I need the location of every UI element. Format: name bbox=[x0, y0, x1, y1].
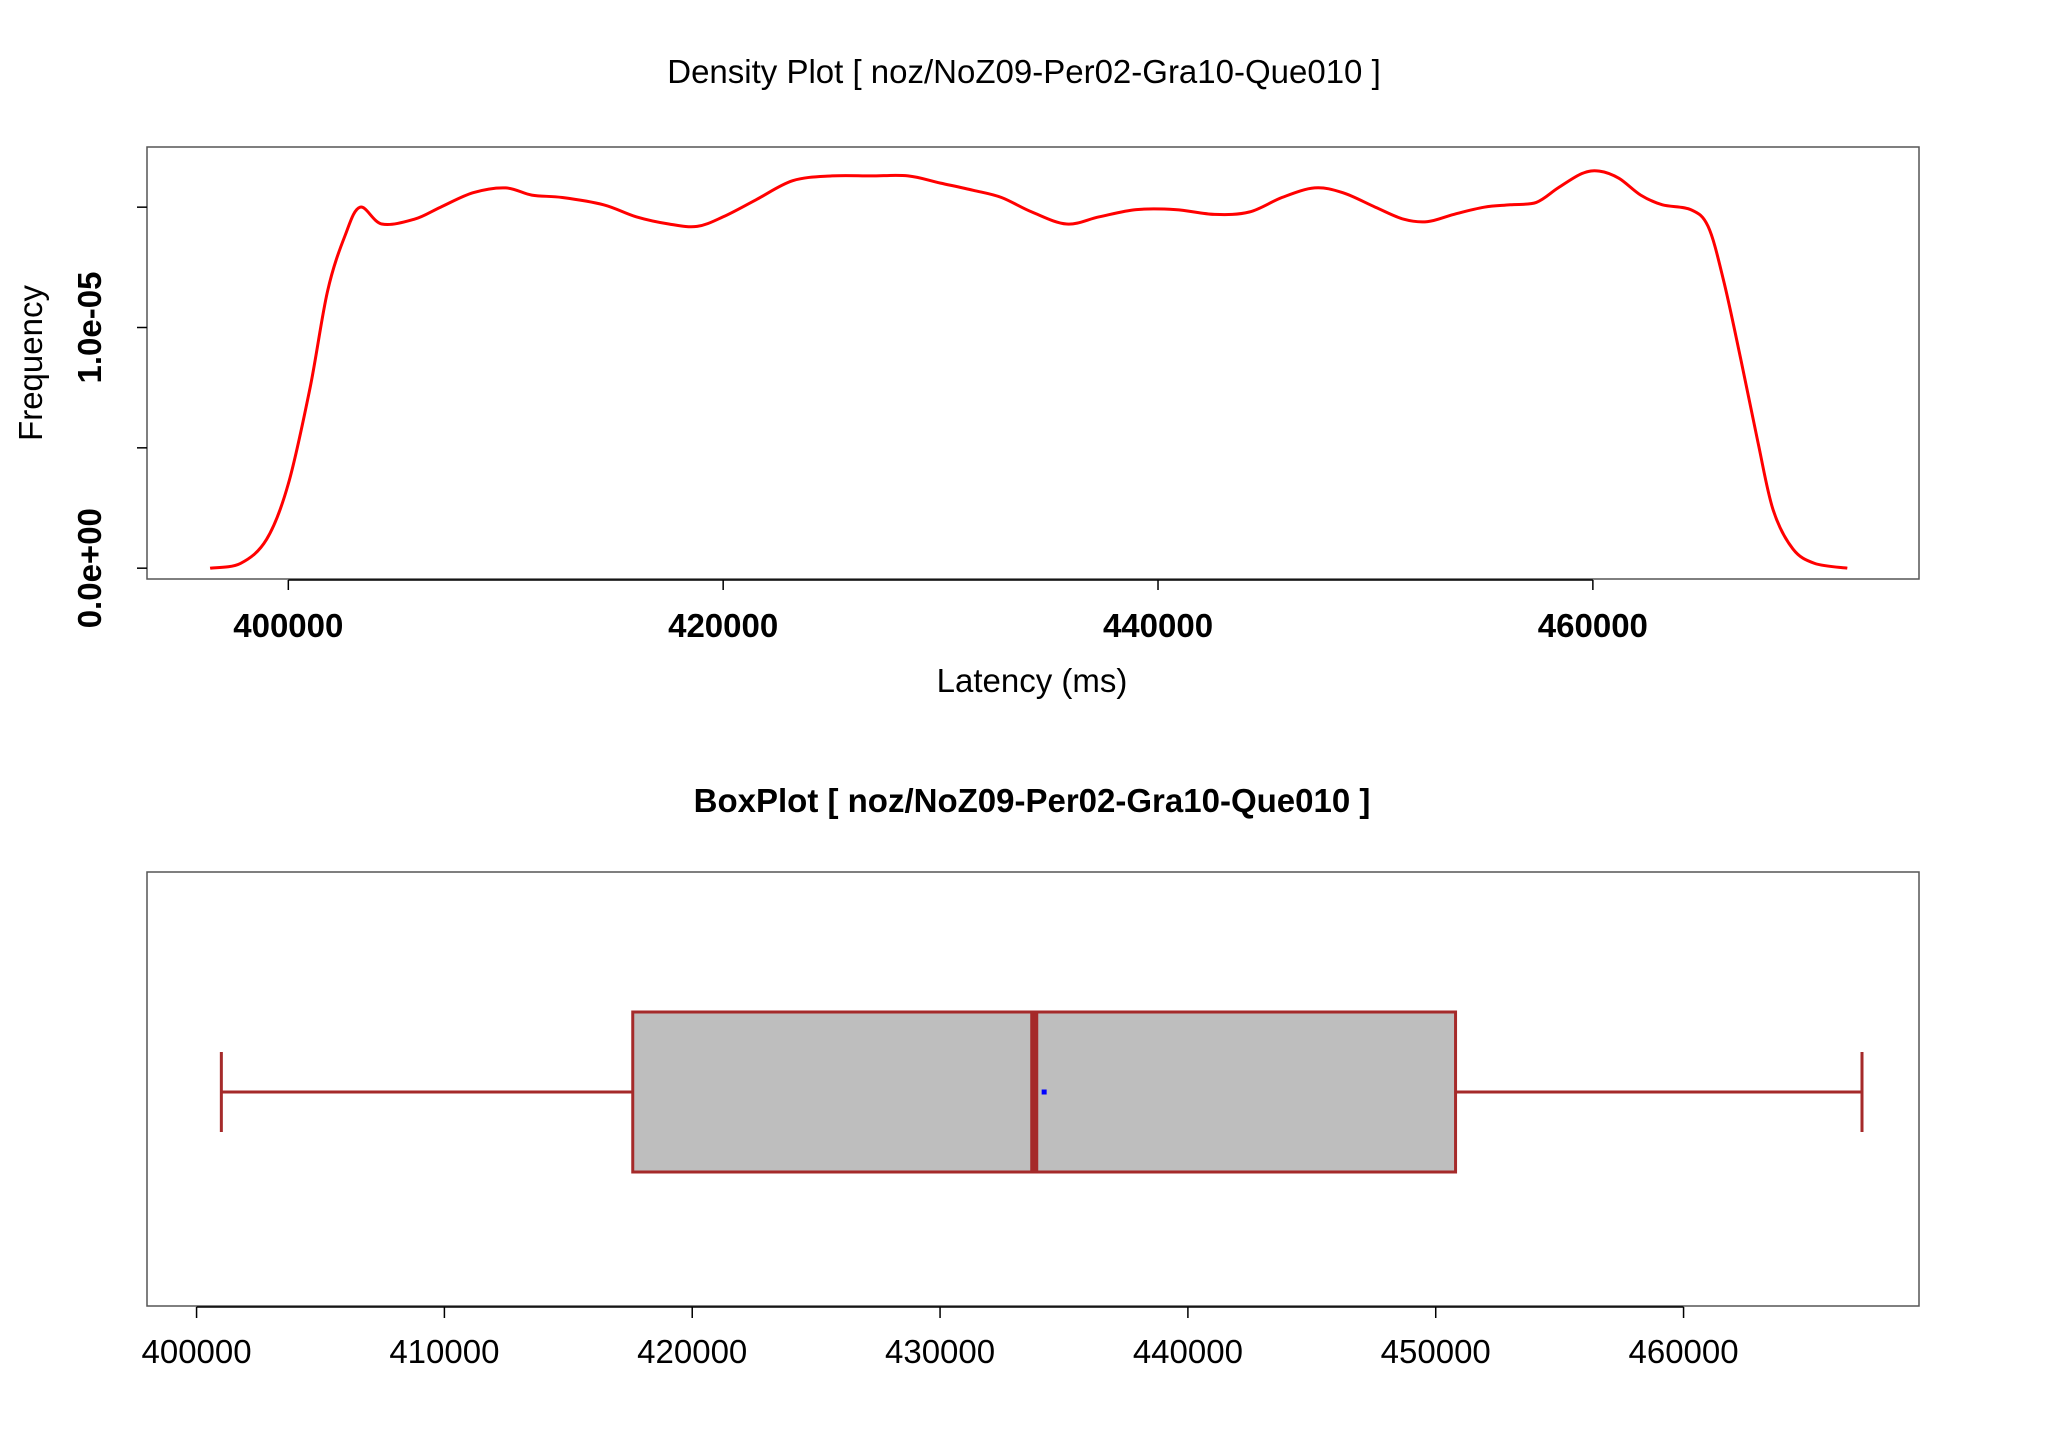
density-x-tick-label: 440000 bbox=[1103, 607, 1213, 644]
density-y-label: Frequency bbox=[12, 285, 49, 441]
box-plot: BoxPlot [ noz/NoZ09-Per02-Gra10-Que010 ]… bbox=[142, 782, 1920, 1370]
boxplot-mean-marker bbox=[1041, 1089, 1047, 1095]
density-plot: Density Plot [ noz/NoZ09-Per02-Gra10-Que… bbox=[12, 53, 1920, 699]
density-y-tick-label: 0.0e+00 bbox=[71, 508, 108, 628]
boxplot-x-tick-label: 430000 bbox=[885, 1333, 995, 1370]
boxplot-x-tick-label: 450000 bbox=[1381, 1333, 1491, 1370]
density-x-tick-label: 420000 bbox=[668, 607, 778, 644]
density-y-tick-label: 1.0e-05 bbox=[71, 272, 108, 384]
density-x-label: Latency (ms) bbox=[937, 662, 1128, 699]
boxplot-frame bbox=[146, 871, 1920, 1307]
density-x-axis: 400000 420000 440000 460000 bbox=[233, 579, 1648, 644]
density-title: Density Plot [ noz/NoZ09-Per02-Gra10-Que… bbox=[667, 53, 1381, 90]
boxplot-body bbox=[219, 1010, 1864, 1174]
boxplot-x-tick-label: 420000 bbox=[637, 1333, 747, 1370]
density-x-tick-label: 460000 bbox=[1538, 607, 1648, 644]
density-plot-frame bbox=[146, 146, 1920, 580]
density-x-tick-label: 400000 bbox=[233, 607, 343, 644]
boxplot-x-tick-label: 460000 bbox=[1628, 1333, 1738, 1370]
density-y-axis: 0.0e+00 1.0e-05 bbox=[71, 206, 147, 628]
boxplot-x-tick-label: 440000 bbox=[1133, 1333, 1243, 1370]
density-curve bbox=[209, 169, 1848, 570]
boxplot-title: BoxPlot [ noz/NoZ09-Per02-Gra10-Que010 ] bbox=[694, 782, 1371, 819]
boxplot-x-tick-label: 410000 bbox=[389, 1333, 499, 1370]
boxplot-x-tick-label: 400000 bbox=[142, 1333, 252, 1370]
boxplot-x-axis: 400000 410000 420000 430000 440000 450000 4600… bbox=[142, 1306, 1739, 1370]
